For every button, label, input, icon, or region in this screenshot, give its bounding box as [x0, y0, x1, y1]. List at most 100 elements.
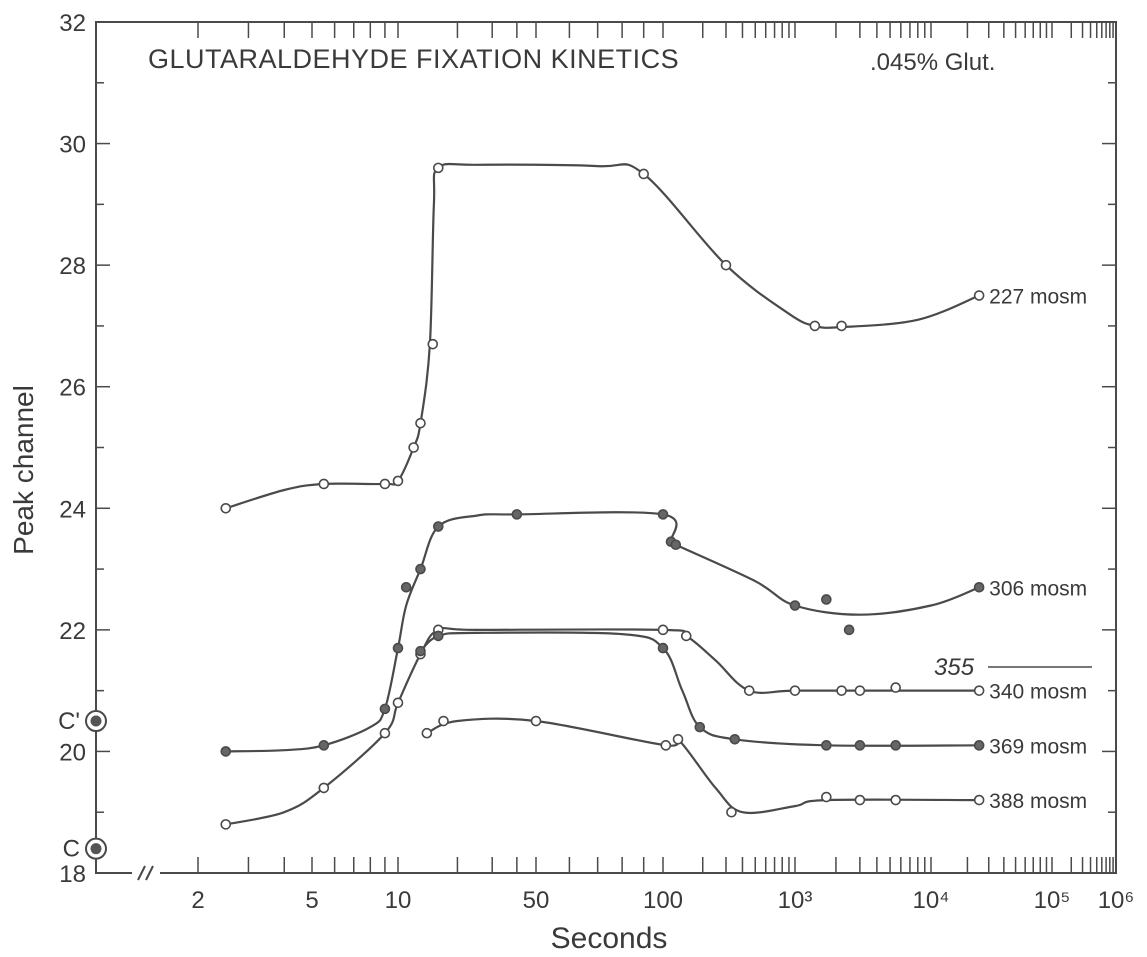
data-point: [392, 697, 404, 709]
x-tick-label: 50: [523, 887, 550, 914]
control-marker-label: C': [58, 708, 80, 735]
y-axis-label: Peak channel: [8, 385, 39, 555]
data-point: [890, 740, 901, 751]
data-point: [854, 740, 866, 751]
data-point: [720, 259, 732, 271]
data-point: [318, 740, 330, 751]
y-tick-label: 24: [59, 496, 86, 523]
data-point: [318, 478, 330, 490]
x-tick-label: 100: [643, 887, 683, 914]
annotation-355: 355: [934, 654, 975, 681]
x-tick-label: 10⁴: [912, 887, 949, 914]
data-point: [660, 740, 672, 751]
x-tick-label: 10⁶: [1098, 887, 1135, 914]
data-point: [973, 582, 985, 593]
data-point: [657, 624, 669, 636]
data-point: [530, 715, 542, 727]
data-point: [433, 521, 444, 532]
data-point: [433, 162, 444, 174]
series-curves: [225, 162, 980, 826]
y-tick-label: 30: [59, 132, 86, 159]
control-markers: C' C: [58, 708, 107, 863]
data-point: [438, 715, 449, 727]
data-point: [821, 740, 832, 751]
y-tick-label: 18: [59, 861, 86, 888]
series-labels: 227 mosm 306 mosm 340 mosm 369 mosm 388 mosm: [989, 286, 1087, 814]
data-point: [421, 727, 433, 739]
series-line-3: [419, 631, 980, 747]
data-point: [220, 746, 232, 757]
x-tick-label: 2: [191, 887, 204, 914]
data-point: [726, 806, 737, 818]
y-tick-label: 28: [59, 253, 86, 280]
series-label: 388 mosm: [989, 790, 1087, 813]
data-point: [729, 733, 741, 745]
data-point: [379, 703, 391, 715]
data-point: [789, 685, 801, 696]
x-axis-label: Seconds: [551, 922, 668, 955]
series-label: 306 mosm: [989, 577, 1087, 600]
data-point: [809, 320, 821, 332]
data-point: [670, 539, 682, 551]
data-point: [973, 685, 985, 696]
data-point: [657, 642, 669, 654]
series-line-4: [426, 717, 980, 815]
data-point: [318, 782, 330, 794]
data-point: [220, 502, 232, 514]
data-point: [680, 630, 692, 642]
series-label: 340 mosm: [989, 681, 1087, 704]
data-point: [415, 417, 426, 429]
data-point: [973, 290, 985, 301]
data-point: [743, 685, 755, 696]
data-point: [415, 645, 426, 657]
y-tick-label: 22: [59, 618, 86, 645]
x-tick-label: 10³: [778, 887, 813, 914]
control-marker-dot: [90, 843, 102, 855]
tick-labels: 18 20 22 24 26 28 30 32 2 5 10 50 100 10³ 10⁴ 10⁵ 10⁶: [59, 10, 1134, 914]
x-tick-label: 10: [385, 887, 412, 914]
y-tick-label: 32: [59, 10, 86, 37]
data-point: [638, 168, 649, 180]
y-tick-label: 20: [59, 739, 86, 766]
data-point: [657, 509, 669, 520]
axis-break: [132, 865, 160, 881]
data-point: [973, 740, 985, 751]
x-tick-label: 5: [305, 887, 318, 914]
data-point: [890, 794, 901, 806]
series-line-1: [225, 511, 980, 753]
data-point: [415, 563, 426, 575]
data-point: [511, 509, 523, 520]
data-point: [821, 791, 832, 803]
data-point: [890, 682, 901, 693]
data-point: [427, 338, 439, 350]
data-point: [379, 478, 391, 490]
data-point: [379, 727, 391, 739]
y-tick-label: 26: [59, 375, 86, 402]
data-point: [821, 594, 832, 605]
series-line-0: [225, 162, 980, 510]
control-marker-label: C: [63, 836, 80, 863]
series-line-2: [225, 626, 980, 826]
series-label: 227 mosm: [989, 286, 1087, 309]
data-point: [408, 442, 419, 453]
data-point: [843, 624, 855, 636]
data-point: [392, 642, 404, 654]
data-point: [973, 794, 985, 806]
data-point: [836, 685, 847, 696]
data-point: [672, 733, 684, 745]
data-point: [854, 794, 866, 806]
x-tick-label: 10⁵: [1034, 887, 1071, 914]
data-point: [694, 721, 706, 733]
chart-subtitle: .045% Glut.: [870, 49, 995, 76]
chart-title: GLUTARALDEHYDE FIXATION KINETICS: [148, 44, 679, 74]
data-point: [433, 630, 444, 642]
tick-marks: [96, 21, 1117, 874]
control-marker-dot: [90, 715, 102, 727]
data-point: [789, 600, 801, 611]
data-point: [836, 320, 847, 332]
series-label: 369 mosm: [989, 735, 1087, 758]
data-point: [854, 685, 866, 696]
series-points: [220, 162, 985, 830]
data-point: [392, 475, 404, 487]
